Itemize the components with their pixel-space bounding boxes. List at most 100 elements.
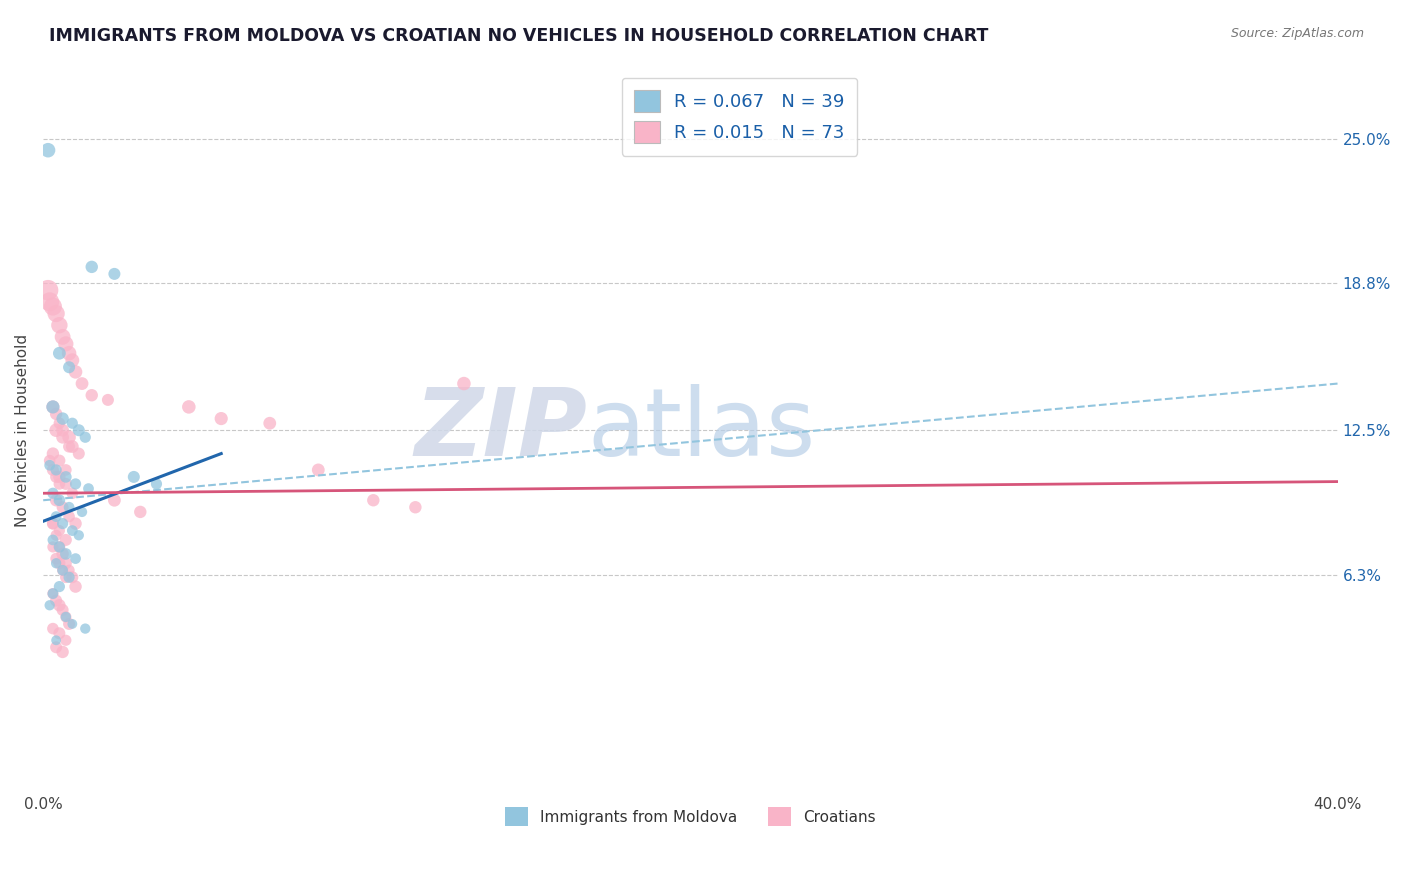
Point <box>45 493 67 508</box>
Point <box>65 516 87 531</box>
Point <box>48 599 70 613</box>
Point <box>67 423 90 437</box>
Point <box>58 500 80 515</box>
Point <box>42 586 65 600</box>
Point <box>55 556 77 570</box>
Point <box>52 645 75 659</box>
Point <box>55 470 77 484</box>
Point <box>55 610 77 624</box>
Legend: Immigrants from Moldova, Croatians: Immigrants from Moldova, Croatians <box>496 798 884 835</box>
Point <box>60 440 83 454</box>
Point <box>70 505 93 519</box>
Point <box>48 453 70 467</box>
Point <box>52 547 75 561</box>
Point <box>45 640 67 655</box>
Point <box>52 563 75 577</box>
Point <box>404 500 426 515</box>
Point <box>363 493 385 508</box>
Point <box>55 337 77 351</box>
Point <box>52 423 75 437</box>
Point <box>42 400 65 414</box>
Point <box>55 570 77 584</box>
Point <box>48 493 70 508</box>
Point <box>65 365 87 379</box>
Point <box>37 143 59 157</box>
Point <box>58 616 80 631</box>
Point <box>38 453 60 467</box>
Point <box>42 400 65 414</box>
Point <box>80 260 103 274</box>
Point <box>38 599 60 613</box>
Point <box>177 400 200 414</box>
Point <box>42 586 65 600</box>
Point <box>58 360 80 375</box>
Point <box>52 563 75 577</box>
Point <box>58 509 80 524</box>
Point <box>52 500 75 515</box>
Point <box>65 551 87 566</box>
Text: Source: ZipAtlas.com: Source: ZipAtlas.com <box>1230 27 1364 40</box>
Point <box>55 533 77 547</box>
Point <box>60 353 83 368</box>
Text: IMMIGRANTS FROM MOLDOVA VS CROATIAN NO VEHICLES IN HOUSEHOLD CORRELATION CHART: IMMIGRANTS FROM MOLDOVA VS CROATIAN NO V… <box>49 27 988 45</box>
Point <box>45 528 67 542</box>
Point <box>48 477 70 491</box>
Point <box>52 430 75 444</box>
Point <box>52 603 75 617</box>
Point <box>58 570 80 584</box>
Point <box>80 388 103 402</box>
Point <box>48 524 70 538</box>
Point <box>259 416 281 430</box>
Point <box>48 470 70 484</box>
Point <box>58 430 80 444</box>
Point <box>42 540 65 554</box>
Point <box>45 633 67 648</box>
Point <box>55 633 77 648</box>
Text: atlas: atlas <box>586 384 815 476</box>
Point <box>42 533 65 547</box>
Point <box>45 556 67 570</box>
Point <box>209 411 232 425</box>
Point <box>60 486 83 500</box>
Point <box>453 376 475 391</box>
Point <box>42 486 65 500</box>
Point <box>38 458 60 473</box>
Point <box>48 556 70 570</box>
Point <box>48 318 70 333</box>
Point <box>45 470 67 484</box>
Point <box>55 477 77 491</box>
Point <box>97 392 120 407</box>
Point <box>52 330 75 344</box>
Point <box>42 516 65 531</box>
Point <box>48 580 70 594</box>
Point <box>75 430 97 444</box>
Point <box>42 300 65 314</box>
Point <box>55 547 77 561</box>
Point <box>65 477 87 491</box>
Point <box>52 411 75 425</box>
Point <box>38 294 60 309</box>
Point <box>37 283 59 297</box>
Point <box>60 616 83 631</box>
Point <box>77 482 100 496</box>
Point <box>42 446 65 460</box>
Text: ZIP: ZIP <box>413 384 586 476</box>
Point <box>42 516 65 531</box>
Point <box>122 470 145 484</box>
Point <box>52 516 75 531</box>
Point <box>45 509 67 524</box>
Point <box>75 622 97 636</box>
Point <box>58 346 80 360</box>
Point <box>58 440 80 454</box>
Point <box>45 551 67 566</box>
Point <box>60 570 83 584</box>
Point <box>65 580 87 594</box>
Point <box>45 407 67 421</box>
Point <box>48 626 70 640</box>
Point <box>307 463 329 477</box>
Y-axis label: No Vehicles in Household: No Vehicles in Household <box>15 334 30 527</box>
Point <box>58 563 80 577</box>
Point <box>70 376 93 391</box>
Point <box>145 477 167 491</box>
Point <box>129 505 152 519</box>
